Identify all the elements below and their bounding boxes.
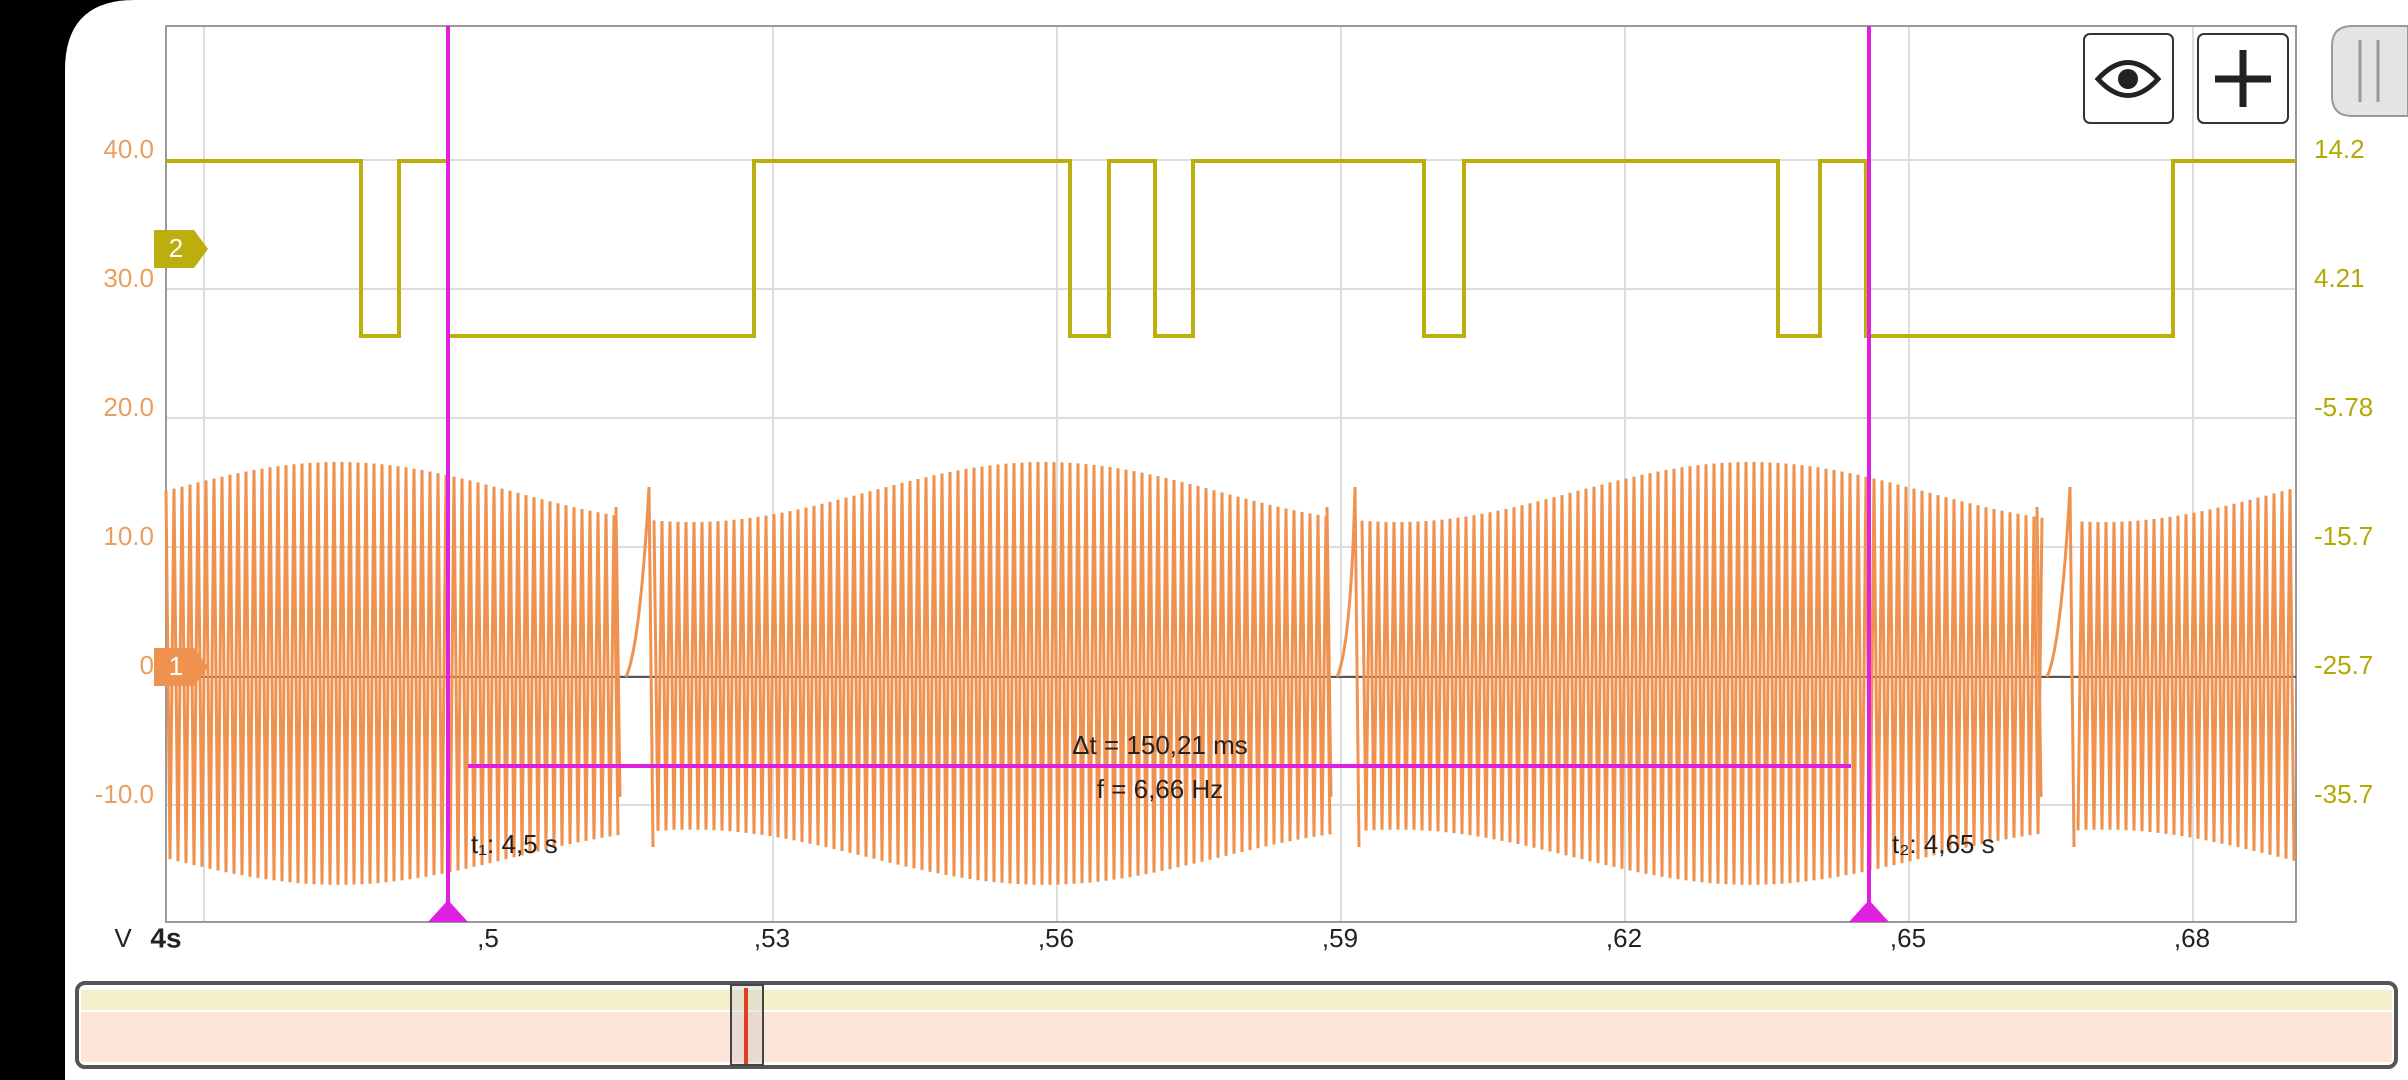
right-axis-label: -35.7: [2314, 779, 2373, 809]
x-unit: V: [114, 923, 132, 953]
right-axis-label: -5.78: [2314, 392, 2373, 422]
side-handle[interactable]: [2331, 25, 2408, 117]
channel-1-label: 1: [169, 651, 183, 681]
frequency: f = 6,66 Hz: [1097, 774, 1223, 804]
cursor-2-handle[interactable]: [1849, 900, 1889, 922]
overview-ch2: [81, 990, 2392, 1010]
channel-2-label: 2: [169, 233, 183, 263]
x-axis-label: ,65: [1890, 923, 1926, 953]
channel-1-marker[interactable]: [154, 648, 208, 686]
eye-pupil: [2118, 69, 2138, 89]
eye-button[interactable]: [2083, 33, 2174, 124]
channel-1-trace: [164, 461, 2296, 885]
cursor-1-handle[interactable]: [428, 900, 468, 922]
right-axis-label: 4.21: [2314, 263, 2365, 293]
x-axis-label: ,56: [1038, 923, 1074, 953]
add-button[interactable]: [2197, 33, 2289, 124]
channel-2-trace: [166, 159, 2296, 338]
plus-icon: [2215, 50, 2271, 107]
right-axis-label: 14.2: [2314, 134, 2365, 164]
plot-frame: [165, 25, 2297, 923]
left-axis-label: -10.0: [95, 779, 154, 809]
side-handle-grip: [2358, 40, 2380, 102]
left-axis-label: 0: [140, 650, 154, 680]
left-axis-label: 20.0: [103, 392, 154, 422]
right-axis-label: -25.7: [2314, 650, 2373, 680]
overview-bar[interactable]: [75, 981, 2398, 1069]
left-axis-label: 30.0: [103, 263, 154, 293]
overview-ch1: [81, 1012, 2392, 1062]
x-axis-label: ,59: [1322, 923, 1358, 953]
x-axis-label: ,5: [477, 923, 499, 953]
right-axis-label: -15.7: [2314, 521, 2373, 551]
channel-2-marker[interactable]: [154, 230, 208, 268]
left-axis-label: 10.0: [103, 521, 154, 551]
x-start: 4s: [150, 922, 181, 953]
left-axis-label: 40.0: [103, 134, 154, 164]
eye-icon: [2094, 60, 2162, 98]
delta-t: Δt = 150,21 ms: [1072, 730, 1248, 760]
x-axis-label: ,62: [1606, 923, 1642, 953]
cursor-1-label: t₁: 4,5 s: [471, 829, 558, 859]
x-axis-label: ,68: [2174, 923, 2210, 953]
x-axis-label: ,53: [754, 923, 790, 953]
cursor-2-label: t₂: 4,65 s: [1892, 829, 1995, 859]
